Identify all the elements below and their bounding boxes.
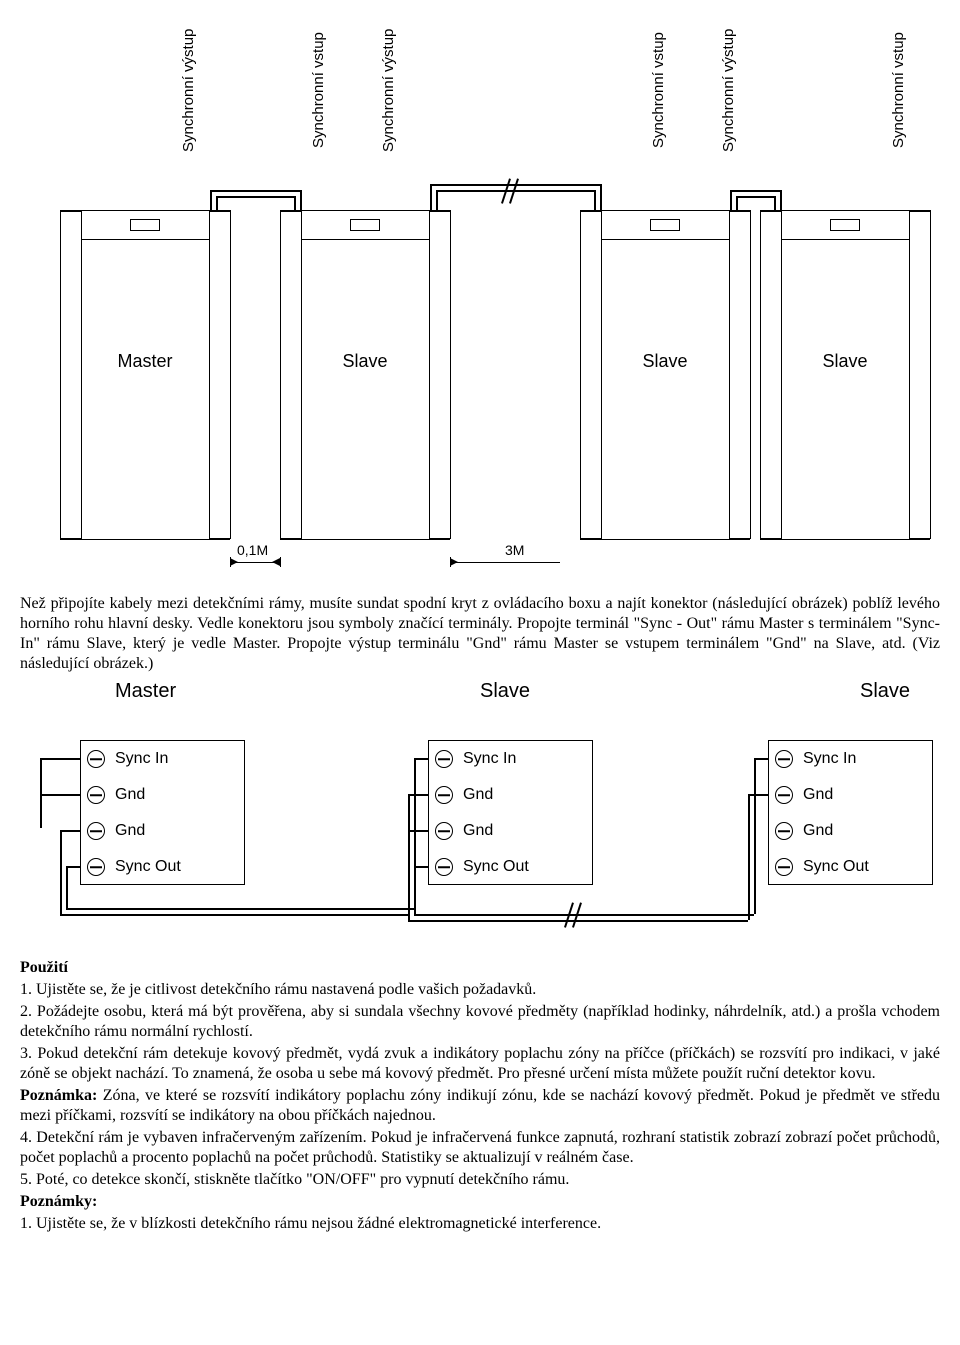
label-sync-output: Synchronní výstup [180,0,197,180]
gate-slave: Slave [580,210,750,540]
terminal-row: Gnd [769,813,932,849]
gate-display-icon [350,219,380,231]
terminal-name: Gnd [115,786,145,804]
terminal-label-master: Master [115,680,176,703]
screw-terminal-icon [435,750,453,768]
screw-terminal-icon [87,858,105,876]
usage-note: Poznámka: Zóna, ve které se rozsvítí ind… [20,1086,940,1126]
gate-label: Master [61,351,229,372]
label-sync-input: Synchronní vstup [310,0,327,180]
terminal-name: Sync Out [115,858,181,876]
terminal-name: Gnd [803,786,833,804]
screw-terminal-icon [87,822,105,840]
usage-item: 5. Poté, co detekce skončí, stiskněte tl… [20,1170,940,1190]
terminal-block: Sync In Gnd Gnd Sync Out [428,740,593,885]
terminal-row: Gnd [429,813,592,849]
screw-terminal-icon [435,822,453,840]
screw-terminal-icon [435,858,453,876]
terminal-name: Sync In [803,750,856,768]
screw-terminal-icon [435,786,453,804]
terminal-label-slave: Slave [480,680,530,703]
terminal-row: Gnd [81,813,244,849]
usage-item: 2. Požádejte osobu, která má být prověře… [20,1002,940,1042]
usage-item: 1. Ujistěte se, že je citlivost detekční… [20,980,940,1000]
terminal-row: Sync In [81,741,244,777]
label-sync-input: Synchronní vstup [890,0,907,180]
terminal-row: Sync In [769,741,932,777]
terminal-row: Gnd [429,777,592,813]
gate-label: Slave [281,351,449,372]
dimension-gap-large: 3M [505,542,524,558]
notes-item: 1. Ujistěte se, že v blízkosti detekčníh… [20,1214,940,1234]
terminal-name: Sync In [463,750,516,768]
terminal-row: Sync Out [429,849,592,885]
screw-terminal-icon [87,786,105,804]
gate-label: Slave [581,351,749,372]
note-text: Zóna, ve které se rozsvítí indikátory po… [20,1087,940,1124]
terminal-name: Gnd [463,822,493,840]
gate-slave: Slave [760,210,930,540]
terminal-row: Sync Out [769,849,932,885]
terminal-row: Sync In [429,741,592,777]
terminal-name: Sync In [115,750,168,768]
terminal-name: Gnd [463,786,493,804]
label-sync-output: Synchronní výstup [380,0,397,180]
terminal-block: Sync In Gnd Gnd Sync Out [768,740,933,885]
label-sync-input: Synchronní vstup [650,0,667,180]
screw-terminal-icon [87,750,105,768]
screw-terminal-icon [775,786,793,804]
terminal-name: Gnd [803,822,833,840]
terminal-label-slave: Slave [860,680,910,703]
terminal-name: Sync Out [463,858,529,876]
gate-display-icon [830,219,860,231]
para-intro: Než připojíte kabely mezi detekčními rám… [20,594,940,674]
diagram-terminals: MasterSlaveSlaveSync InGndGndSync OutSyn… [20,678,940,948]
terminal-row: Gnd [769,777,932,813]
screw-terminal-icon [775,822,793,840]
note-label: Poznámka: [20,1087,97,1104]
gate-label: Slave [761,351,929,372]
gate-master: Master [60,210,230,540]
terminal-block: Sync In Gnd Gnd Sync Out [80,740,245,885]
gate-display-icon [130,219,160,231]
dimension-gap-small: 0,1M [237,542,268,558]
heading-notes: Poznámky: [20,1192,940,1212]
terminal-row: Gnd [81,777,244,813]
gate-display-icon [650,219,680,231]
label-sync-output: Synchronní výstup [720,0,737,180]
usage-item: 4. Detekční rám je vybaven infračerveným… [20,1128,940,1168]
screw-terminal-icon [775,750,793,768]
usage-item: 3. Pokud detekční rám detekuje kovový př… [20,1044,940,1084]
diagram-gates: Synchronní výstup Synchronní vstup Synchro… [20,0,940,590]
screw-terminal-icon [775,858,793,876]
gate-slave: Slave [280,210,450,540]
heading-usage: Použití [20,958,940,978]
terminal-name: Sync Out [803,858,869,876]
terminal-row: Sync Out [81,849,244,885]
terminal-name: Gnd [115,822,145,840]
